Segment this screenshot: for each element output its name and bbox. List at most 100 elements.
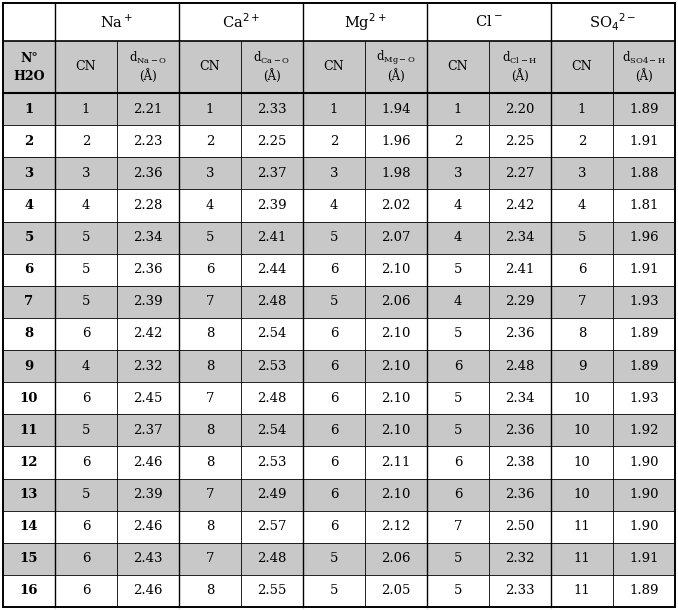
- Text: 6: 6: [24, 263, 34, 276]
- Text: 2.02: 2.02: [381, 199, 411, 212]
- Bar: [489, 382, 551, 414]
- Text: d$_{\mathregular{Cl-H}}$: d$_{\mathregular{Cl-H}}$: [502, 50, 538, 66]
- Bar: [303, 3, 427, 41]
- Text: 2.39: 2.39: [133, 488, 163, 501]
- Bar: [365, 543, 427, 575]
- Text: 8: 8: [24, 328, 34, 340]
- Text: 6: 6: [330, 263, 338, 276]
- Bar: [3, 575, 55, 607]
- Bar: [3, 478, 55, 511]
- Text: 1.90: 1.90: [629, 488, 659, 501]
- Text: 5: 5: [330, 231, 338, 244]
- Text: 2.05: 2.05: [381, 584, 411, 597]
- Text: 14: 14: [20, 520, 38, 533]
- Text: 2.42: 2.42: [505, 199, 535, 212]
- Bar: [3, 350, 55, 382]
- Bar: [179, 318, 241, 350]
- Bar: [365, 382, 427, 414]
- Text: 2.49: 2.49: [257, 488, 287, 501]
- Text: 1.89: 1.89: [629, 102, 659, 115]
- Bar: [241, 157, 303, 189]
- Bar: [551, 41, 613, 93]
- Bar: [3, 382, 55, 414]
- Bar: [117, 254, 179, 285]
- Text: 7: 7: [205, 392, 214, 404]
- Text: 2.55: 2.55: [258, 584, 287, 597]
- Text: 4: 4: [24, 199, 34, 212]
- Text: 10: 10: [20, 392, 38, 404]
- Text: (Å): (Å): [139, 69, 157, 83]
- Bar: [427, 318, 489, 350]
- Text: 2.54: 2.54: [258, 328, 287, 340]
- Text: 1.91: 1.91: [629, 552, 659, 565]
- Text: 2.53: 2.53: [257, 359, 287, 373]
- Bar: [241, 382, 303, 414]
- Text: 1: 1: [206, 102, 214, 115]
- Text: 1.96: 1.96: [381, 135, 411, 148]
- Text: CN: CN: [323, 60, 344, 73]
- Text: 8: 8: [206, 584, 214, 597]
- Bar: [179, 447, 241, 478]
- Text: CN: CN: [447, 60, 468, 73]
- Bar: [427, 3, 551, 41]
- Text: 3: 3: [82, 167, 90, 180]
- Text: Cl$^-$: Cl$^-$: [475, 15, 503, 29]
- Bar: [179, 93, 241, 125]
- Bar: [365, 575, 427, 607]
- Text: 8: 8: [206, 520, 214, 533]
- Text: 2: 2: [454, 135, 462, 148]
- Bar: [179, 511, 241, 543]
- Text: 2.10: 2.10: [381, 488, 411, 501]
- Bar: [241, 125, 303, 157]
- Text: 2.34: 2.34: [505, 392, 535, 404]
- Text: 6: 6: [330, 520, 338, 533]
- Text: 5: 5: [330, 295, 338, 308]
- Bar: [427, 511, 489, 543]
- Text: 1.94: 1.94: [381, 102, 411, 115]
- Bar: [489, 221, 551, 254]
- Bar: [3, 318, 55, 350]
- Text: 16: 16: [20, 584, 38, 597]
- Bar: [613, 221, 675, 254]
- Text: 1.89: 1.89: [629, 584, 659, 597]
- Bar: [427, 478, 489, 511]
- Text: 2.25: 2.25: [258, 135, 287, 148]
- Bar: [489, 447, 551, 478]
- Text: 2.07: 2.07: [381, 231, 411, 244]
- Text: 8: 8: [206, 456, 214, 469]
- Bar: [365, 254, 427, 285]
- Text: 5: 5: [578, 231, 586, 244]
- Text: 1.89: 1.89: [629, 328, 659, 340]
- Bar: [551, 575, 613, 607]
- Text: 6: 6: [205, 263, 214, 276]
- Text: 2.48: 2.48: [505, 359, 535, 373]
- Bar: [427, 189, 489, 221]
- Text: 5: 5: [330, 584, 338, 597]
- Bar: [117, 125, 179, 157]
- Text: 5: 5: [330, 552, 338, 565]
- Text: 2.33: 2.33: [257, 102, 287, 115]
- Bar: [179, 3, 303, 41]
- Bar: [179, 414, 241, 447]
- Bar: [489, 189, 551, 221]
- Bar: [55, 125, 117, 157]
- Text: 10: 10: [574, 424, 591, 437]
- Text: 10: 10: [574, 392, 591, 404]
- Text: 1.91: 1.91: [629, 263, 659, 276]
- Bar: [489, 93, 551, 125]
- Bar: [365, 511, 427, 543]
- Text: 2.42: 2.42: [134, 328, 163, 340]
- Bar: [241, 41, 303, 93]
- Text: Ca$^{2+}$: Ca$^{2+}$: [222, 13, 260, 31]
- Text: 3: 3: [205, 167, 214, 180]
- Text: 1: 1: [330, 102, 338, 115]
- Text: 11: 11: [574, 584, 591, 597]
- Bar: [613, 125, 675, 157]
- Bar: [303, 93, 365, 125]
- Text: 9: 9: [578, 359, 586, 373]
- Text: (Å): (Å): [263, 69, 281, 83]
- Text: 6: 6: [454, 488, 462, 501]
- Text: 1: 1: [24, 102, 34, 115]
- Bar: [55, 189, 117, 221]
- Bar: [3, 543, 55, 575]
